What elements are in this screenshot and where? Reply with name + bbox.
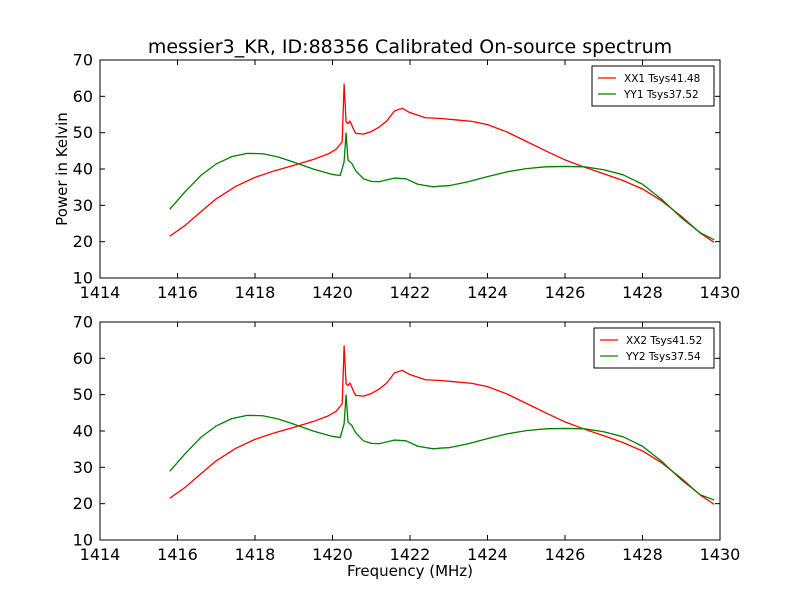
y-tick-label: 20 bbox=[73, 494, 93, 513]
x-tick-label: 1424 bbox=[467, 545, 508, 564]
series-line-0-1 bbox=[169, 132, 715, 241]
legend-1: XX2 Tsys41.52 YY2 Tsys37.54 bbox=[593, 327, 715, 369]
y-tick-label: 30 bbox=[73, 458, 93, 477]
x-tick-label: 1416 bbox=[157, 545, 198, 564]
legend-box bbox=[593, 327, 715, 369]
legend-label: YY1 Tsys37.52 bbox=[623, 89, 699, 101]
y-tick-label: 20 bbox=[73, 232, 93, 251]
x-tick-label: 1424 bbox=[467, 283, 508, 302]
x-tick-label: 1422 bbox=[390, 283, 431, 302]
x-tick-label: 1416 bbox=[157, 283, 198, 302]
x-tick-label: 1420 bbox=[312, 283, 353, 302]
y-tick-label: 60 bbox=[73, 87, 93, 106]
y-axis-label: Power in Kelvin bbox=[53, 112, 71, 226]
y-tick-label: 70 bbox=[73, 51, 93, 70]
x-tick-label: 1428 bbox=[622, 545, 663, 564]
y-tick-label: 10 bbox=[73, 269, 93, 288]
legend-0: XX1 Tsys41.48 YY1 Tsys37.52 bbox=[591, 65, 715, 107]
legend-box bbox=[591, 65, 715, 107]
x-tick-label: 1426 bbox=[545, 545, 586, 564]
x-tick-label: 1430 bbox=[700, 283, 741, 302]
legend-label: YY2 Tsys37.54 bbox=[625, 351, 701, 363]
y-tick-label: 60 bbox=[73, 349, 93, 368]
x-tick-label: 1428 bbox=[622, 283, 663, 302]
x-axis-label: Frequency (MHz) bbox=[347, 562, 473, 580]
x-tick-label: 1418 bbox=[235, 545, 276, 564]
x-tick-label: 1430 bbox=[700, 545, 741, 564]
x-tick-label: 1426 bbox=[545, 283, 586, 302]
x-tick-label: 1420 bbox=[312, 545, 353, 564]
xx1-yy1-spectrum-panel: 1414 1416 1418 1420 1422 1424 1426 1428 1430 10 20… bbox=[53, 51, 740, 303]
series-line-1-1 bbox=[169, 394, 715, 501]
y-tick-label: 50 bbox=[73, 385, 93, 404]
x-tick-label: 1422 bbox=[390, 545, 431, 564]
y-tick-label: 30 bbox=[73, 196, 93, 215]
xx2-yy2-spectrum-panel: 1414 1416 1418 1420 1422 1424 1426 1428 1430 10 20… bbox=[73, 313, 741, 581]
figure-title: messier3_KR, ID:88356 Calibrated On-sour… bbox=[148, 36, 672, 58]
x-tick-label: 1418 bbox=[235, 283, 276, 302]
legend-label: XX1 Tsys41.48 bbox=[624, 73, 700, 85]
x-tick-label: 1414 bbox=[80, 545, 121, 564]
x-tick-label: 1414 bbox=[80, 283, 121, 302]
y-tick-label: 40 bbox=[73, 160, 93, 179]
y-tick-label: 70 bbox=[73, 313, 93, 332]
y-tick-label: 10 bbox=[73, 531, 93, 550]
legend-label: XX2 Tsys41.52 bbox=[626, 335, 702, 347]
y-tick-label: 40 bbox=[73, 422, 93, 441]
y-tick-label: 50 bbox=[73, 123, 93, 142]
